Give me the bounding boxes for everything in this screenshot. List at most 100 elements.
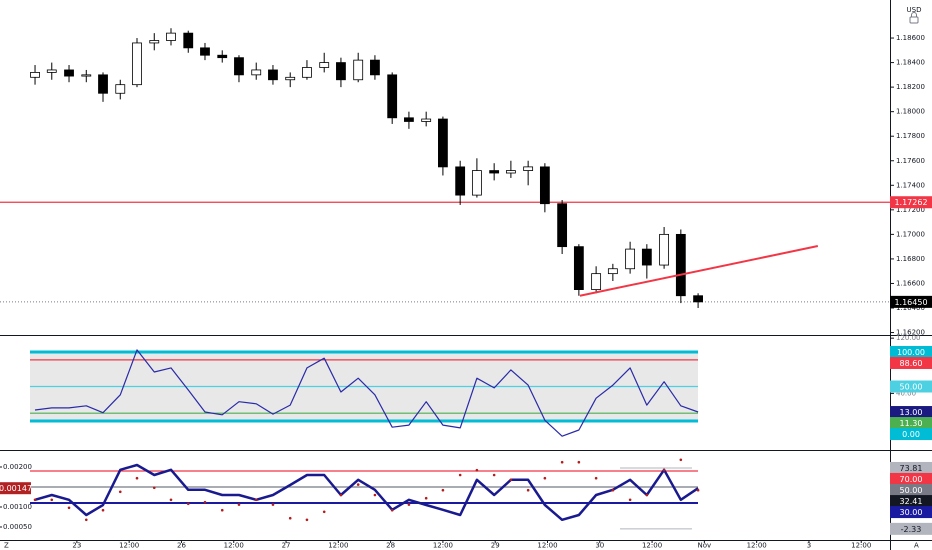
dot xyxy=(492,473,496,477)
dot xyxy=(254,498,258,502)
price-label-box xyxy=(0,482,31,495)
price-label: 13.00 xyxy=(900,408,923,417)
dot xyxy=(220,508,224,512)
candle-body xyxy=(591,273,602,290)
candle-body xyxy=(438,118,448,168)
price-label: 73.81 xyxy=(900,464,923,473)
y-tick-label: 1.17800 xyxy=(896,132,925,140)
x-tick-label: 12:00 xyxy=(747,542,767,550)
dot xyxy=(696,488,700,492)
y-tick-label: 1.17400 xyxy=(896,181,925,189)
dot xyxy=(424,496,428,500)
candle-body xyxy=(251,69,262,76)
dot xyxy=(135,476,139,480)
price-label: 11.30 xyxy=(900,419,923,428)
price-label: 0.00 xyxy=(902,430,920,439)
dot xyxy=(475,468,479,472)
candle-body xyxy=(659,233,670,266)
y-tick-label: 1.18400 xyxy=(896,59,925,67)
candle-body xyxy=(234,57,244,76)
currency-label: USD xyxy=(907,6,922,14)
candle-body xyxy=(166,32,176,41)
dot xyxy=(611,488,615,492)
dot xyxy=(645,493,649,497)
price-label: 1.17262 xyxy=(894,198,927,207)
candle-body xyxy=(132,42,142,86)
candle-body xyxy=(217,54,228,59)
dot xyxy=(237,503,241,506)
y-tick-label: 1.17200 xyxy=(896,206,925,214)
y-tick-label: 0.00050 xyxy=(3,523,32,531)
price-label-box xyxy=(890,345,932,358)
price-label-box xyxy=(890,417,932,430)
price-label: 50.00 xyxy=(900,382,923,391)
scale-button[interactable]: A xyxy=(914,542,919,550)
x-tick-label: 12:00 xyxy=(851,542,871,550)
dot xyxy=(50,498,54,502)
price-label-box xyxy=(890,295,932,308)
y-tick-label: 1.16200 xyxy=(896,329,925,337)
x-tick-label: 28 xyxy=(386,542,395,550)
x-tick-label: 12:00 xyxy=(537,542,557,550)
price-label-box xyxy=(890,196,932,209)
price-label-box xyxy=(890,428,932,441)
candle-body xyxy=(149,40,160,44)
dot xyxy=(84,518,88,522)
dot xyxy=(373,493,377,497)
dot xyxy=(390,508,394,512)
candle-body xyxy=(675,233,686,297)
candle-body xyxy=(573,246,584,290)
scale-button[interactable]: Z xyxy=(4,542,9,550)
y-tick-label: 1.16800 xyxy=(896,255,925,263)
dot xyxy=(509,478,513,482)
dot xyxy=(67,506,71,510)
dot xyxy=(322,510,326,514)
dot xyxy=(356,483,360,486)
candle-body xyxy=(319,62,330,68)
candle-body xyxy=(370,59,380,76)
x-tick-label: 3 xyxy=(807,542,811,550)
candle-body xyxy=(471,170,482,196)
price-label: 0.00147 xyxy=(0,484,32,493)
x-tick-label: 27 xyxy=(282,542,291,550)
dot xyxy=(339,493,343,497)
dot xyxy=(441,488,445,492)
y-tick-label: 1.16400 xyxy=(896,304,925,312)
x-tick-label: 23 xyxy=(72,542,81,550)
y-tick-label: 1.16600 xyxy=(896,279,925,287)
candle-body xyxy=(421,118,432,122)
lock-body xyxy=(909,16,919,24)
candle-body xyxy=(607,268,618,275)
dot xyxy=(628,498,632,502)
candle-body xyxy=(268,69,278,81)
y-tick-label: 0.00100 xyxy=(3,503,32,511)
dot xyxy=(288,516,292,520)
dot xyxy=(101,508,105,512)
candle-body xyxy=(489,170,500,174)
dot xyxy=(458,473,462,477)
dot xyxy=(118,490,122,494)
indicator-line xyxy=(34,463,699,522)
dot xyxy=(543,476,547,480)
candle-body xyxy=(115,84,126,94)
dot xyxy=(186,502,190,506)
candle-body xyxy=(455,166,466,196)
dot xyxy=(594,476,598,480)
dot xyxy=(305,518,309,522)
price-label: 50.00 xyxy=(900,486,923,495)
dot xyxy=(407,503,411,506)
price-label-box xyxy=(890,506,932,519)
y-tick-label: 1.17600 xyxy=(896,157,925,165)
x-tick-label: 29 xyxy=(491,542,500,550)
price-label-box xyxy=(890,495,932,508)
dot xyxy=(169,498,173,502)
lock-icon[interactable] xyxy=(909,12,919,24)
price-label-box xyxy=(890,522,932,535)
candle-body xyxy=(404,117,414,122)
candle-body xyxy=(387,74,398,119)
y-tick-label: 1.18200 xyxy=(896,83,925,91)
price-label: 70.00 xyxy=(900,475,923,484)
x-tick-label: Nov xyxy=(698,542,712,550)
price-label: 88.60 xyxy=(900,359,923,368)
y-tick-label: 40.00 xyxy=(896,389,916,397)
